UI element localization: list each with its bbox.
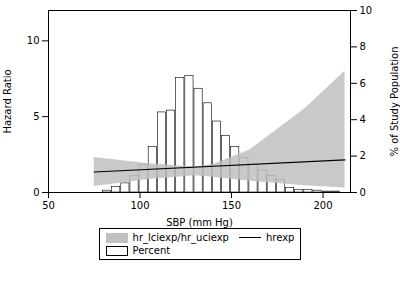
svg-text:5: 5 <box>33 111 39 122</box>
svg-text:% of Study Population: % of Study Population <box>389 46 400 156</box>
svg-text:Hazard Ratio: Hazard Ratio <box>2 69 13 133</box>
svg-text:4: 4 <box>360 114 366 125</box>
html-text:hr_lciexp/hr_uciexp: hr_lciexp/hr_uciexp <box>132 232 229 243</box>
svg-text:200: 200 <box>313 200 332 211</box>
svg-text:10: 10 <box>27 35 40 46</box>
svg-text:2: 2 <box>360 150 366 161</box>
svg-text:0: 0 <box>360 187 366 198</box>
svg-text:0: 0 <box>33 187 39 198</box>
html-text:hrexp: hrexp <box>266 232 295 243</box>
svg-text:8: 8 <box>360 41 366 52</box>
svg-text:SBP (mm Hg): SBP (mm Hg) <box>166 217 233 228</box>
svg-text:150: 150 <box>222 200 241 211</box>
svg-text:50: 50 <box>42 200 55 211</box>
svg-text:6: 6 <box>360 78 366 89</box>
html-text:Percent: Percent <box>132 245 171 256</box>
svg-text:10: 10 <box>360 5 373 16</box>
svg-text:100: 100 <box>130 200 149 211</box>
